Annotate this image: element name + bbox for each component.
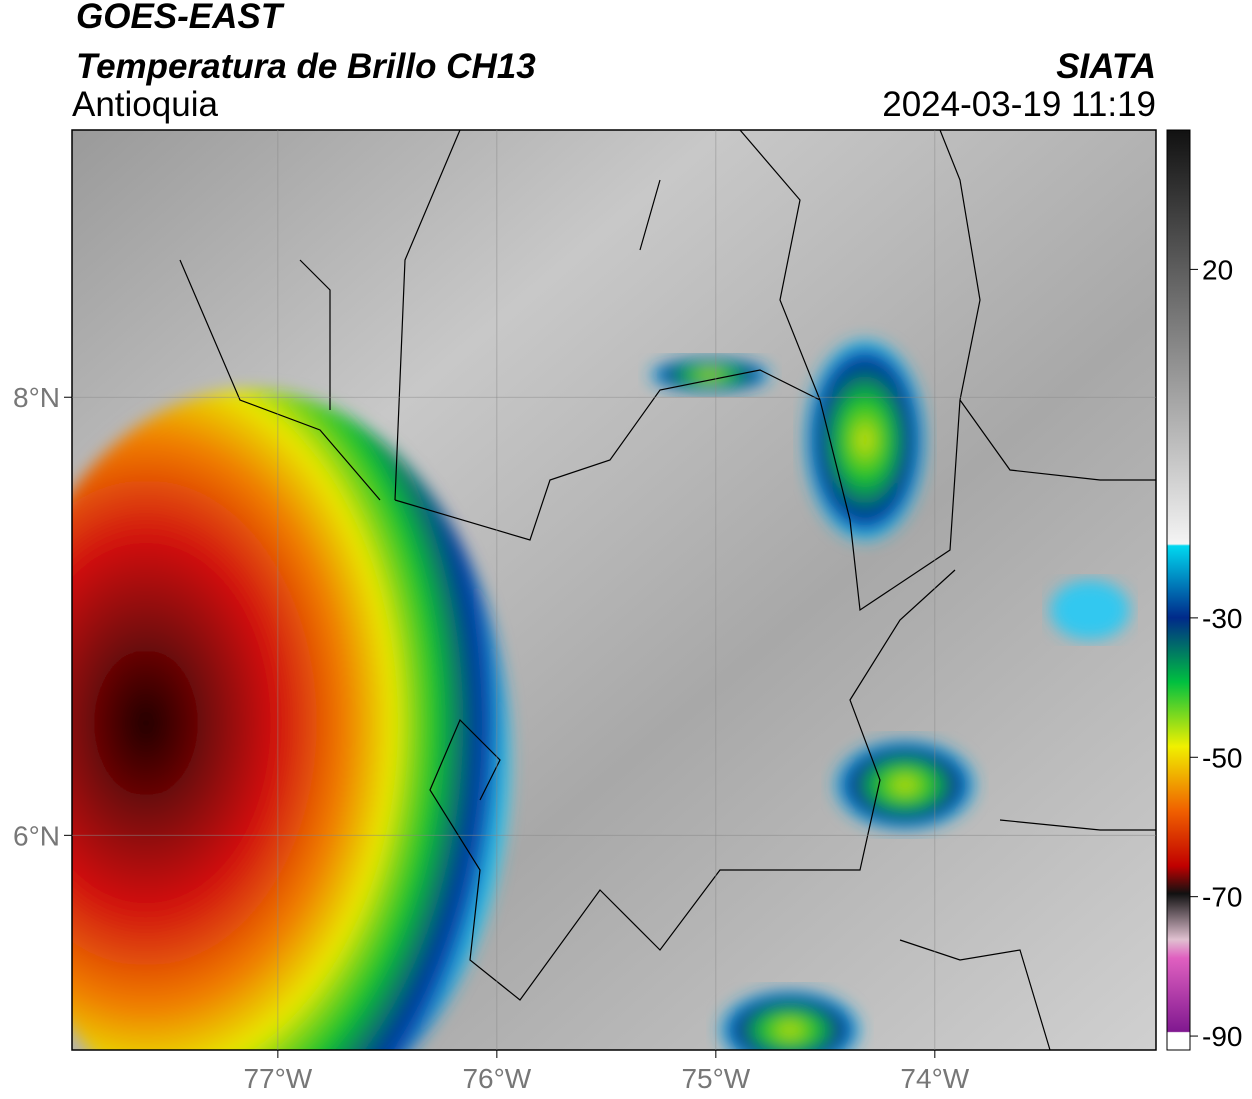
product-title: Temperatura de Brillo CH13 <box>76 47 536 86</box>
x-tick-label: 77°W <box>243 1063 312 1094</box>
colorbar-tick-label: -70 <box>1202 882 1242 913</box>
x-tick-label: 74°W <box>900 1063 969 1094</box>
y-tick-label: 8°N <box>13 382 60 413</box>
y-tick-label: 6°N <box>13 820 60 851</box>
colorbar-tick-label: 20 <box>1202 254 1233 285</box>
x-tick-label: 75°W <box>681 1063 750 1094</box>
map-frame <box>71 129 1157 1051</box>
region-label: Antioquia <box>72 85 218 124</box>
satellite-image <box>72 130 1156 1050</box>
source-label: SIATA <box>1056 47 1156 86</box>
colorbar-tick-label: -50 <box>1202 742 1242 773</box>
satellite-title: GOES-EAST <box>76 0 285 36</box>
x-tick-label: 76°W <box>462 1063 531 1094</box>
datetime-label: 2024-03-19 11:19 <box>882 85 1156 124</box>
colorbar <box>1166 129 1191 1051</box>
colorbar-tick-label: -90 <box>1202 1021 1242 1052</box>
colorbar-tick-label: -30 <box>1202 603 1242 634</box>
